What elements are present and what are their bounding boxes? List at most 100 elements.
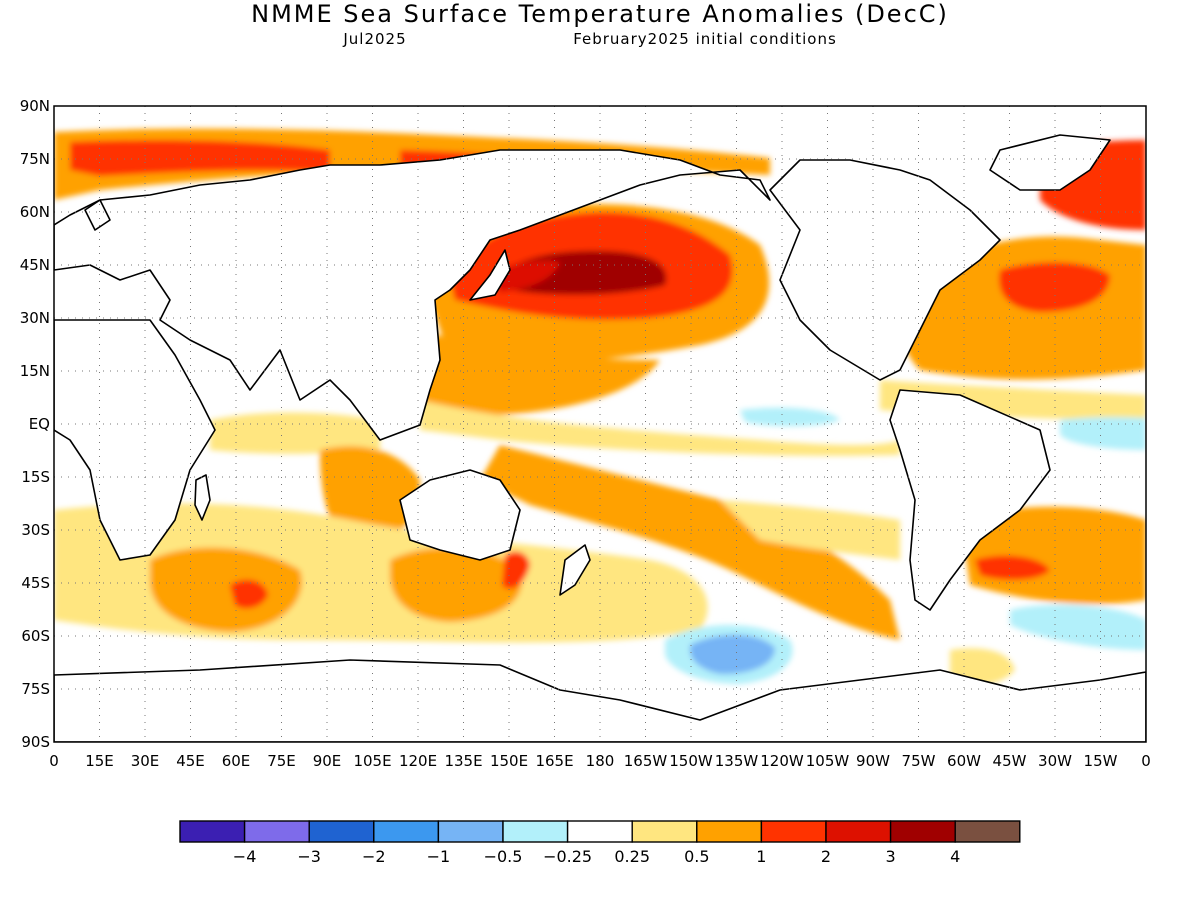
- southern-ocean-warm-west: [150, 547, 302, 632]
- southern-ocean-hot-2: [502, 551, 530, 589]
- lon-tick-label: 135W: [715, 752, 759, 770]
- lon-tick-label: 15W: [1084, 752, 1118, 770]
- new-zealand: [559, 544, 591, 596]
- lon-tick-label: 120W: [760, 752, 804, 770]
- lon-tick-label: 15E: [85, 752, 114, 770]
- lon-tick-label: 75E: [267, 752, 296, 770]
- lon-tick-label: 0: [49, 752, 59, 770]
- lat-tick-label: 75S: [21, 680, 50, 698]
- australia: [399, 469, 521, 561]
- lat-tick-label: 90N: [20, 97, 50, 115]
- colorbar-swatch: [825, 820, 892, 843]
- eurasia: [54, 149, 771, 441]
- colorbar-label: 0.5: [684, 847, 709, 866]
- lon-tick-label: 45W: [993, 752, 1027, 770]
- longitude-tick-labels: 0 15E 30E 45E 60E 75E 90E 105E 120E 135E 150E 165E 1…: [49, 752, 1151, 770]
- south-pacific-cold-core: [690, 634, 775, 675]
- colorbar-label: 1: [756, 847, 766, 866]
- tropical-atlantic-cold: [1060, 417, 1146, 450]
- lat-tick-label: 60S: [21, 627, 50, 645]
- lat-tick-label: 45S: [21, 574, 50, 592]
- colorbar-swatch: [631, 820, 698, 843]
- lon-tick-label: 30E: [131, 752, 160, 770]
- colorbar-label: −0.5: [484, 847, 523, 866]
- tropical-light-band: [420, 400, 900, 456]
- madagascar: [194, 474, 211, 521]
- colorbar-swatch: [179, 820, 246, 843]
- lon-tick-label: 150E: [490, 752, 528, 770]
- lon-tick-label: 165W: [624, 752, 668, 770]
- map-panel: [54, 106, 1146, 742]
- colorbar-swatch: [889, 820, 956, 843]
- north-atlantic-hot: [999, 262, 1110, 312]
- colorbar-swatch: [954, 820, 1021, 843]
- lon-tick-label: 90E: [313, 752, 342, 770]
- colorbar-label: −3: [297, 847, 321, 866]
- colorbar: −4 −3 −2 −1 −0.5 −0.25 0.25 0.5 1 2 3 4: [179, 820, 1021, 866]
- lon-tick-label: 105W: [806, 752, 850, 770]
- lon-tick-label: 150W: [669, 752, 713, 770]
- lat-tick-label: 75N: [20, 150, 50, 168]
- southern-ocean-hot-1: [230, 579, 268, 609]
- lon-tick-label: 105E: [353, 752, 391, 770]
- colorbar-swatch: [502, 820, 569, 843]
- lon-tick-label: 60E: [222, 752, 251, 770]
- southern-ocean-warm-mid: [390, 547, 522, 622]
- lon-tick-label: 135E: [444, 752, 482, 770]
- colorbar-label: −0.25: [543, 847, 592, 866]
- west-pacific-warm: [415, 330, 660, 417]
- latitude-tick-labels: 90N 75N 60N 45N 30N 15N EQ 15S 30S 45S 60S 75S 90S: [20, 97, 50, 751]
- lon-tick-label: 45E: [176, 752, 205, 770]
- colorbar-label: 0.25: [614, 847, 650, 866]
- continents: [54, 134, 1146, 742]
- colorbar-swatch: [760, 820, 827, 843]
- lon-tick-label: 90W: [856, 752, 890, 770]
- colorbar-swatch: [373, 820, 440, 843]
- colorbar-label: −2: [362, 847, 386, 866]
- uk-islands: [84, 199, 111, 231]
- colorbar-label: −1: [427, 847, 451, 866]
- valid-month-label: Jul2025: [342, 30, 406, 48]
- lon-tick-label: 180: [586, 752, 615, 770]
- lat-tick-label: 30S: [21, 521, 50, 539]
- eastern-pacific-cold: [740, 407, 840, 427]
- lat-tick-label: 30N: [20, 309, 50, 327]
- colorbar-swatch: [243, 820, 310, 843]
- lat-tick-label: 45N: [20, 256, 50, 274]
- map-frame: [53, 105, 1147, 743]
- lon-tick-label: 165E: [535, 752, 573, 770]
- init-conditions-label: February2025 initial conditions: [573, 30, 837, 48]
- colorbar-swatch: [696, 820, 763, 843]
- colorbar-label: 3: [886, 847, 896, 866]
- south-atlantic-hot: [975, 555, 1050, 580]
- colorbar-swatch: [437, 820, 504, 843]
- colorbar-label: −4: [233, 847, 257, 866]
- lat-tick-label: EQ: [29, 415, 50, 433]
- indian-ocean-light: [210, 412, 380, 454]
- south-atlantic-warm: [960, 506, 1146, 605]
- arctic-band-hot: [70, 140, 330, 176]
- colorbar-label: 4: [950, 847, 960, 866]
- africa: [54, 319, 216, 561]
- north-america: [769, 159, 1001, 381]
- graticule: [54, 106, 1146, 742]
- lat-tick-label: 15N: [20, 362, 50, 380]
- figure-title: NMME Sea Surface Temperature Anomalies (…: [251, 0, 949, 28]
- lon-tick-label: 0: [1141, 752, 1151, 770]
- colorbar-swatch: [308, 820, 375, 843]
- lat-tick-label: 60N: [20, 203, 50, 221]
- greenland: [989, 134, 1111, 191]
- lon-tick-label: 30W: [1038, 752, 1072, 770]
- lat-tick-label: 90S: [21, 733, 50, 751]
- south-atlantic-cold: [1010, 604, 1146, 650]
- lon-tick-label: 60W: [947, 752, 981, 770]
- south-america: [889, 389, 1051, 611]
- south-pacific-band: [480, 445, 900, 640]
- japan: [469, 249, 511, 301]
- lon-tick-label: 75W: [902, 752, 936, 770]
- colorbar-label: 2: [821, 847, 831, 866]
- lat-tick-label: 15S: [21, 468, 50, 486]
- lon-tick-label: 120E: [399, 752, 437, 770]
- colorbar-swatch: [566, 820, 633, 843]
